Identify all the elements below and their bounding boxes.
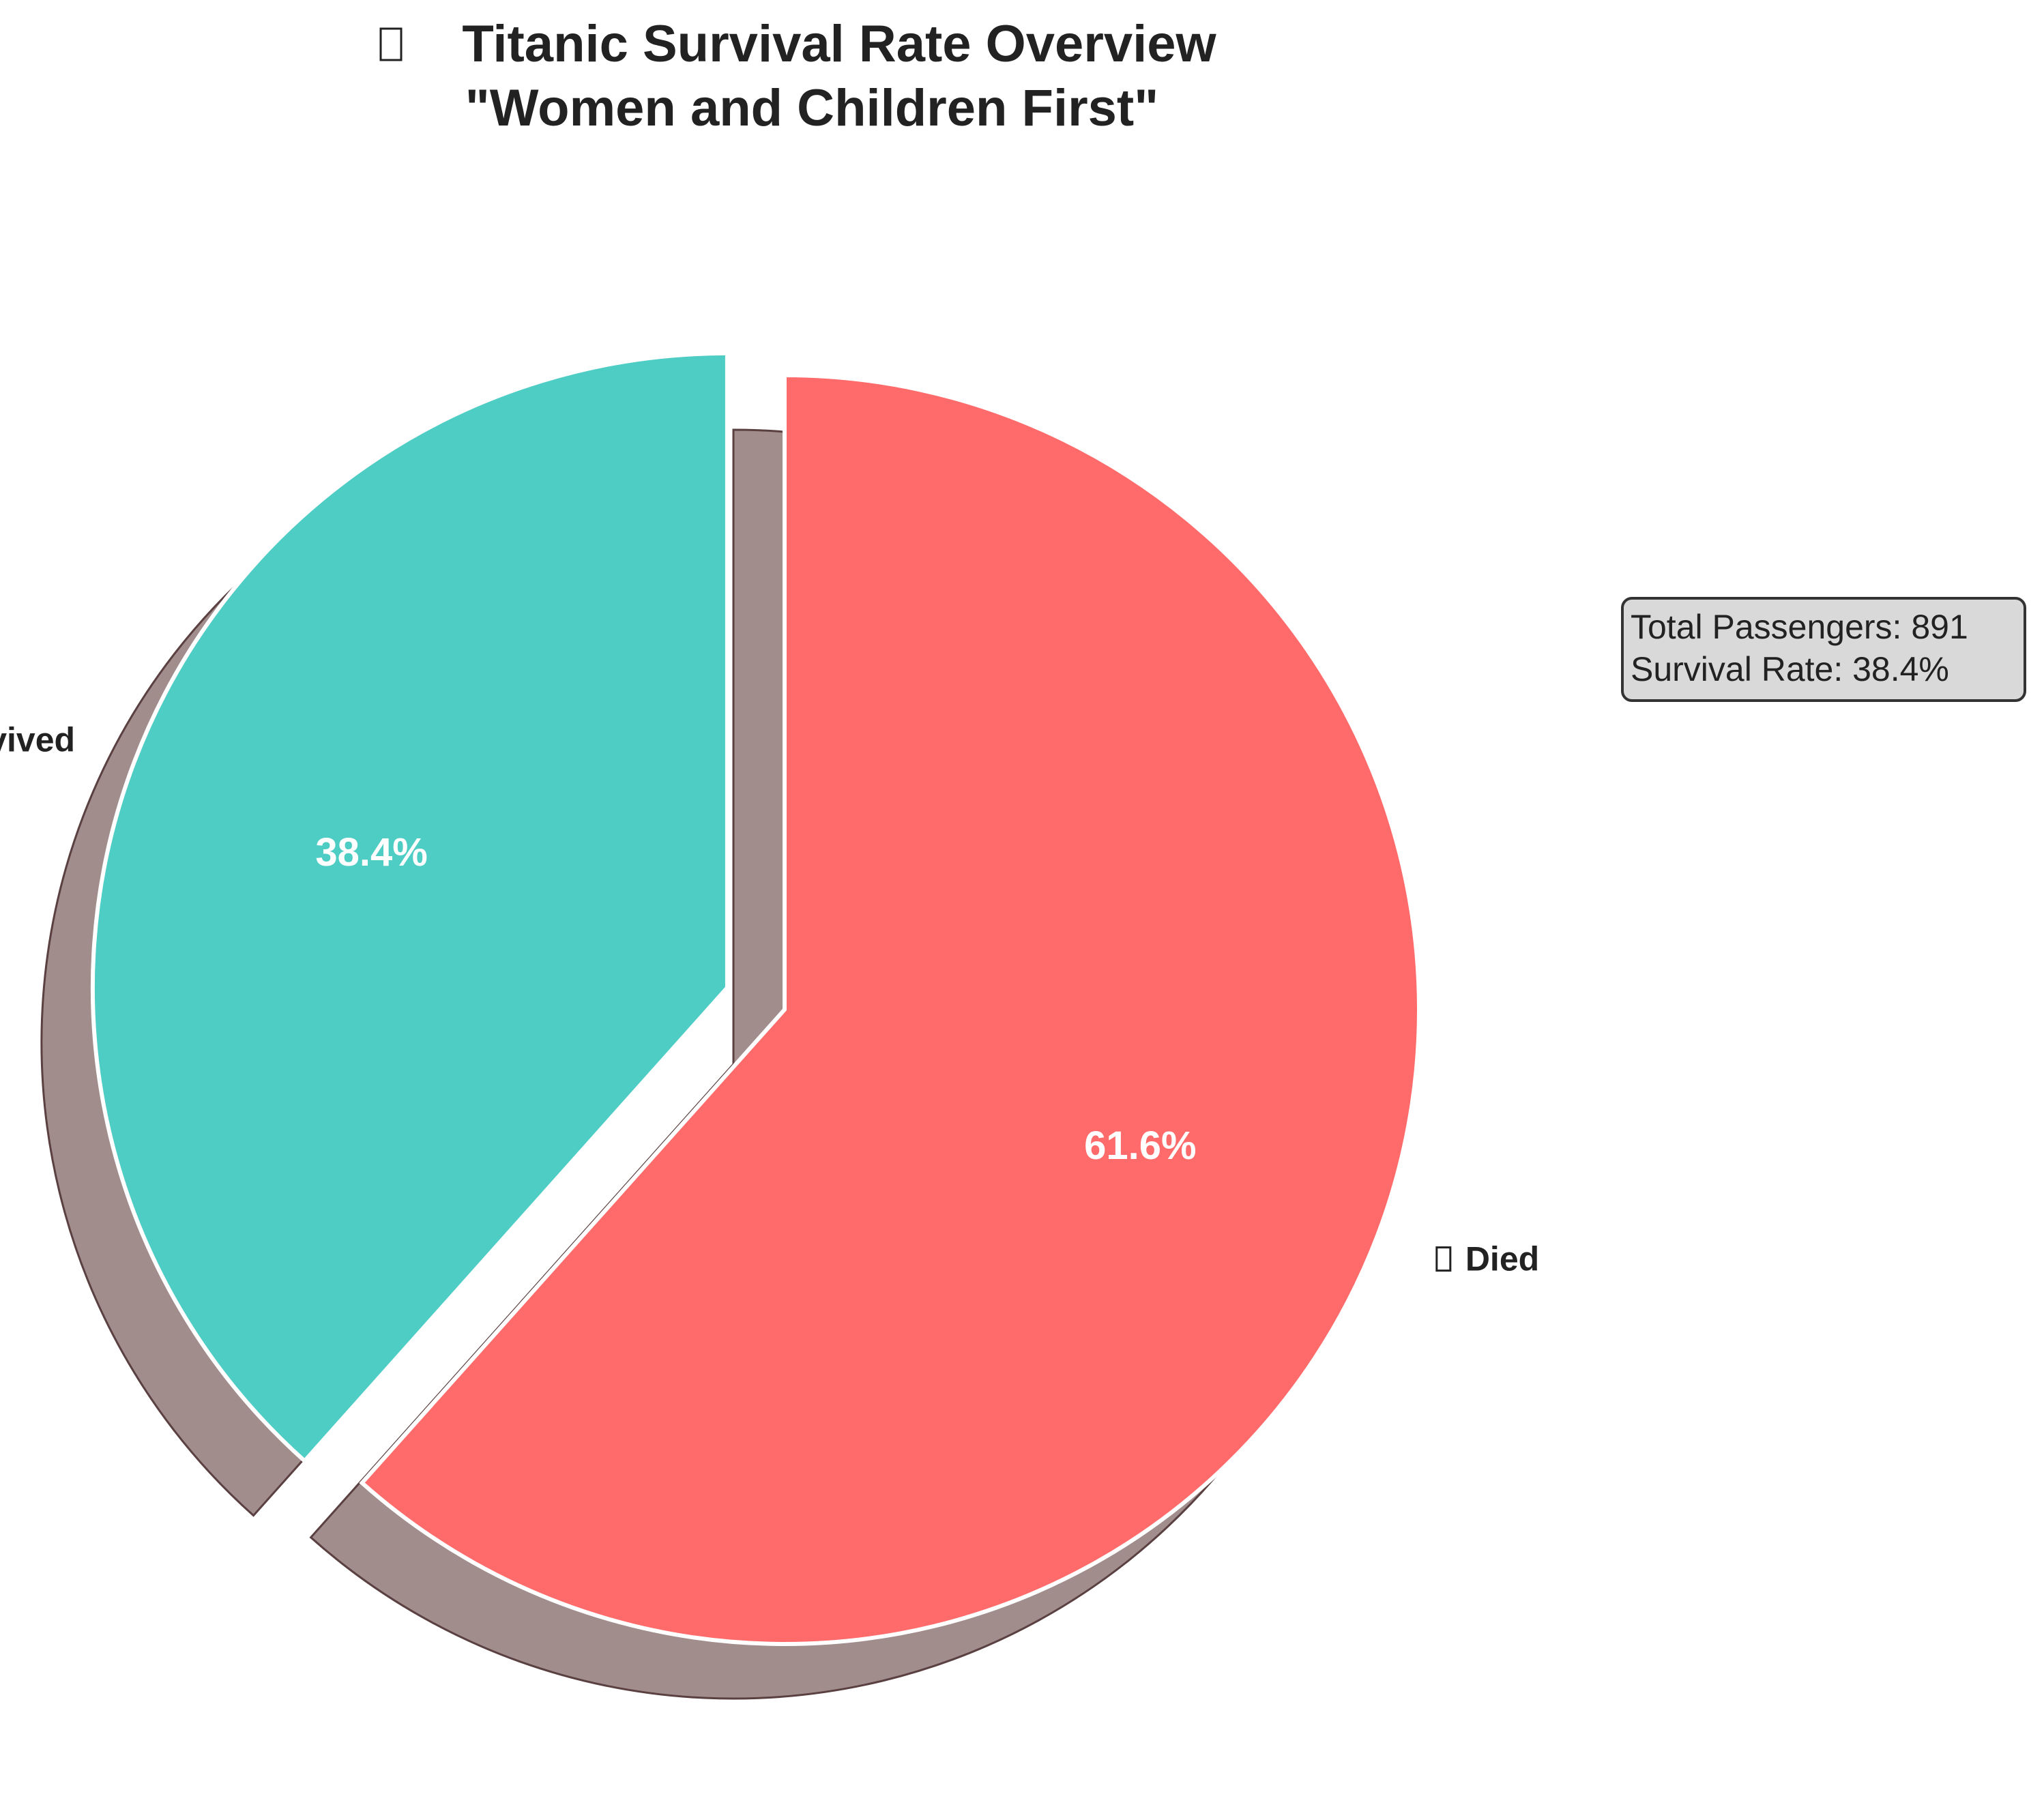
title-line-1: Titanic Survival Rate Overview (462, 15, 1216, 73)
skull-icon (1435, 1246, 1452, 1272)
pie-category-labels: Died Survived (0, 720, 1539, 1278)
category-label-died: Died (1435, 1240, 1539, 1278)
percent-label-died: 61.6% (1084, 1124, 1196, 1168)
category-label-text-survived: Survived (0, 720, 75, 759)
info-box-background (1621, 597, 2026, 702)
pie-slice-survived (90, 351, 729, 1464)
pie-slice-layer (90, 351, 1421, 1646)
pie-slice-died (359, 372, 1421, 1646)
chart-title: Titanic Survival Rate Overview "Women an… (379, 15, 1217, 137)
pie-percent-labels: 61.6% 38.4% (315, 830, 1196, 1168)
title-line-2: "Women and Children First" (465, 79, 1159, 137)
percent-label-survived: 38.4% (315, 830, 427, 875)
survival-rate-text: Survival Rate: 38.4% (1631, 650, 1949, 688)
stats-info-box: Total Passengers: 891 Survival Rate: 38.… (1621, 597, 2026, 702)
ship-icon (379, 27, 403, 61)
total-passengers-text: Total Passengers: 891 (1631, 608, 1968, 646)
category-label-survived: Survived (0, 720, 75, 759)
category-label-text-died: Died (1465, 1240, 1539, 1278)
